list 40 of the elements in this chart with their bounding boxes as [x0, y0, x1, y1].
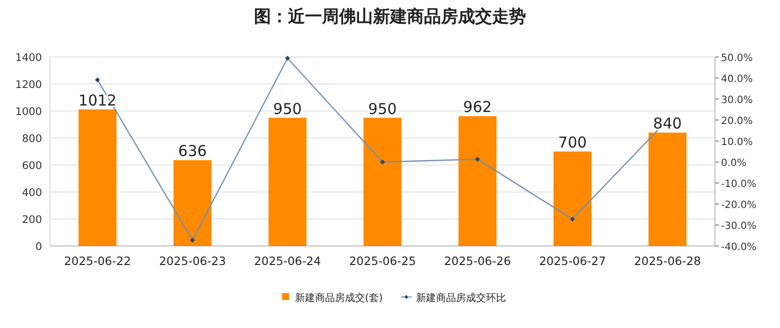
y-tick-label: 800 [22, 133, 42, 145]
x-tick-label: 2025-06-26 [444, 254, 511, 268]
bar [174, 160, 212, 246]
y2-tick-label: 30.0% [721, 95, 753, 106]
x-tick-label: 2025-06-25 [349, 254, 416, 268]
bar [78, 109, 116, 246]
data-label: 962 [463, 98, 492, 116]
y2-tick-label: 40.0% [721, 74, 753, 85]
y2-tick-label: -30.0% [721, 221, 756, 232]
data-label: 950 [273, 100, 302, 118]
data-label: 950 [368, 100, 397, 118]
bar [364, 118, 402, 246]
y2-tick-label: -20.0% [721, 200, 756, 211]
y-tick-label: 600 [22, 160, 42, 172]
y-tick-label: 400 [22, 187, 42, 199]
legend-label: 新建商品房成交环比 [416, 292, 506, 304]
bar [268, 118, 306, 246]
y-tick-label: 1200 [15, 79, 42, 91]
y-tick-label: 1000 [15, 106, 42, 118]
bar [458, 116, 496, 246]
x-tick-label: 2025-06-27 [539, 254, 606, 268]
y-tick-label: 200 [22, 214, 42, 226]
y2-tick-label: 20.0% [721, 116, 753, 127]
bar [554, 152, 592, 246]
y-tick-label: 1400 [15, 52, 42, 64]
x-tick-label: 2025-06-22 [64, 254, 131, 268]
y2-tick-label: 50.0% [721, 53, 753, 64]
bar [648, 132, 686, 246]
data-label: 700 [558, 134, 587, 152]
y2-tick-label: -40.0% [721, 242, 756, 253]
y2-tick-label: 0.0% [721, 158, 746, 169]
y2-tick-label: 10.0% [721, 137, 753, 148]
x-tick-label: 2025-06-23 [159, 254, 226, 268]
chart-title: 图：近一周佛山新建商品房成交走势 [254, 7, 526, 27]
legend-label: 新建商品房成交(套) [295, 292, 383, 304]
y-tick-label: 0 [35, 241, 42, 253]
data-label: 636 [178, 142, 207, 160]
x-tick-label: 2025-06-24 [254, 254, 321, 268]
y2-tick-label: -10.0% [721, 179, 756, 190]
x-tick-label: 2025-06-28 [634, 254, 701, 268]
